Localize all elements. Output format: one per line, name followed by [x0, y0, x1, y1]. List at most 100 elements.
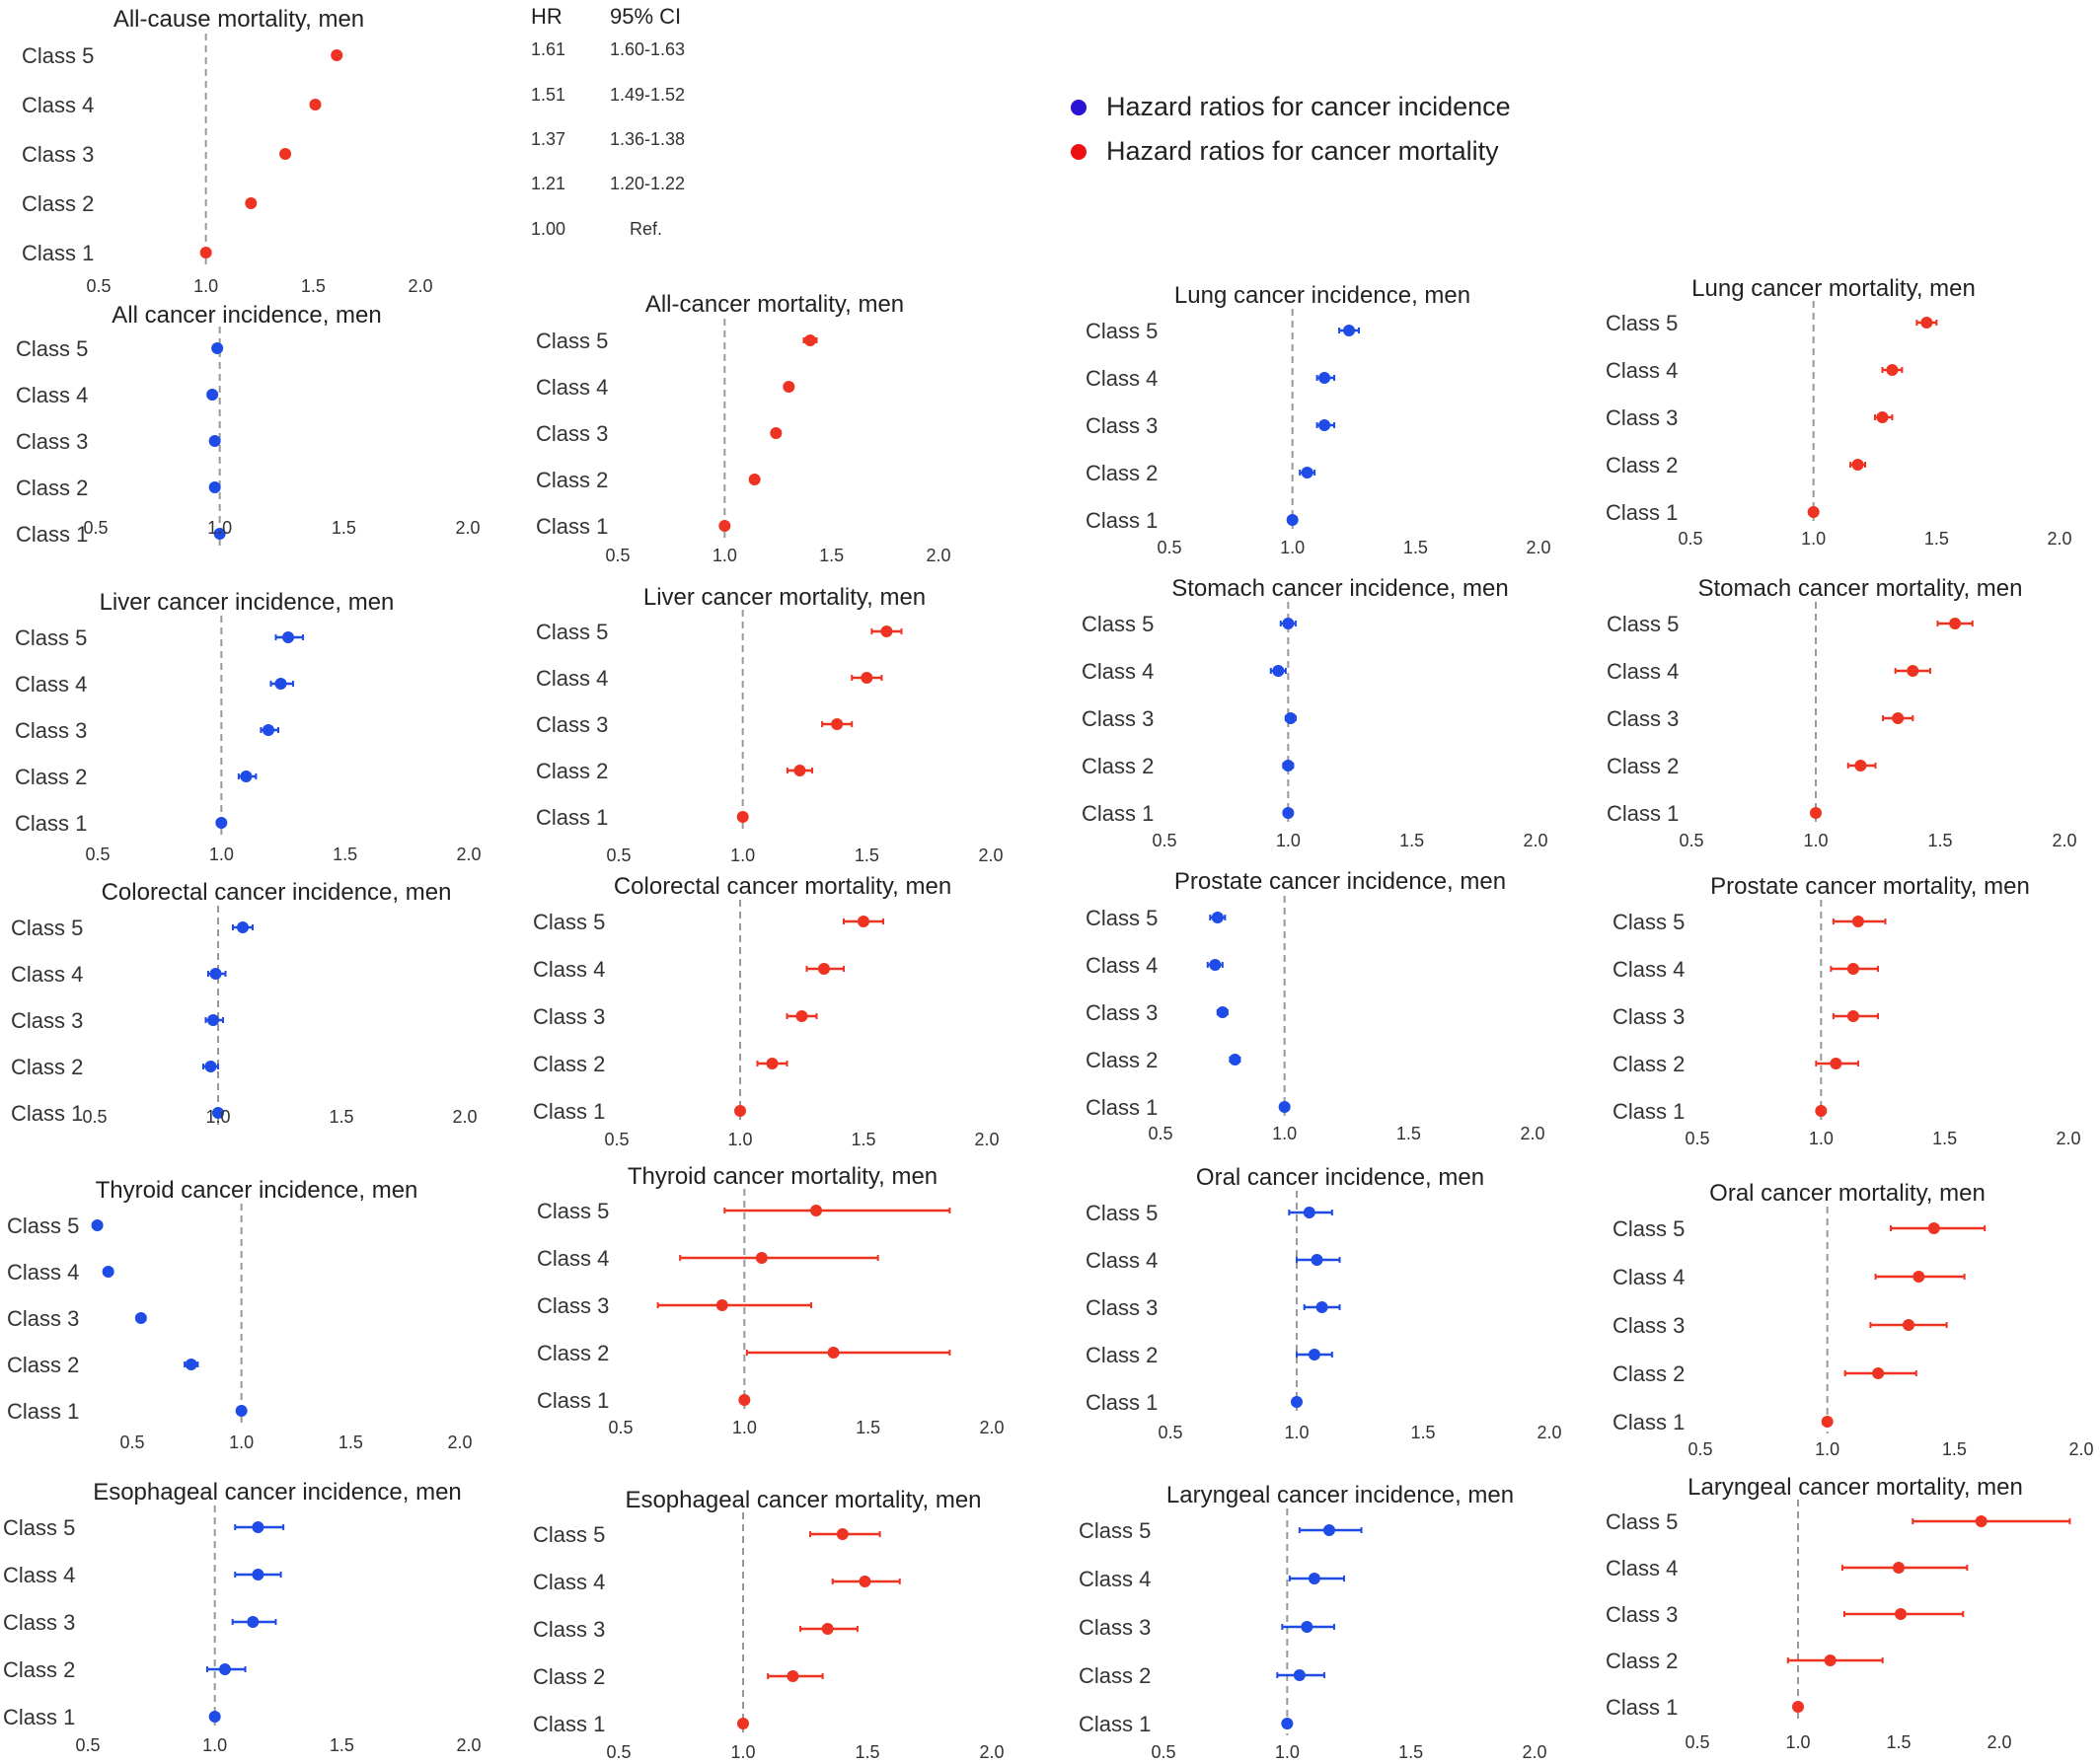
hr-point	[245, 197, 258, 209]
class-label: Class 4	[1086, 1248, 1158, 1273]
hr-point	[199, 247, 212, 258]
panel-title: Lung cancer incidence, men	[1174, 282, 1470, 309]
class-label: Class 2	[15, 765, 87, 789]
hr-point	[1282, 618, 1295, 629]
forest-plot: Liver cancer incidence, men Class 5 Class …	[15, 589, 482, 864]
class-label: Class 5	[16, 336, 88, 361]
hr-point	[274, 678, 287, 690]
tick-label: 2.0	[456, 845, 481, 864]
hr-point	[282, 631, 295, 643]
hr-point	[1851, 916, 1864, 927]
class-label: Class 1	[11, 1101, 83, 1126]
class-label: Class 4	[1612, 1265, 1685, 1289]
tick-label: 1.0	[1272, 1124, 1297, 1143]
hr-point	[208, 481, 221, 493]
tick-label: 1.0	[727, 1130, 752, 1149]
hr-point	[1903, 1319, 1915, 1331]
hr-value: 1.61	[531, 39, 566, 59]
tick-label: 1.5	[333, 845, 357, 864]
panel-title: Thyroid cancer mortality, men	[628, 1163, 938, 1190]
hr-point	[1303, 1207, 1315, 1218]
panel-title: Stomach cancer mortality, men	[1697, 575, 2022, 602]
tick-label: 1.5	[1942, 1439, 1967, 1459]
class-label: Class 2	[1082, 754, 1154, 778]
hr-point	[1949, 618, 1962, 629]
tick-label: 0.5	[606, 845, 631, 865]
tick-label: 0.5	[119, 1433, 144, 1452]
hr-point	[1892, 712, 1905, 724]
panel-title: Lung cancer mortality, men	[1691, 275, 1976, 302]
class-label: Class 2	[1086, 1048, 1158, 1072]
tick-label: 1.0	[205, 1107, 230, 1127]
legend-item-mortality: Hazard ratios for cancer mortality	[1071, 129, 1511, 174]
tick-label: 2.0	[1523, 831, 1547, 850]
hr-point	[880, 625, 893, 637]
class-label: Class 5	[7, 1213, 79, 1238]
tick-label: 2.0	[979, 1742, 1004, 1762]
class-label: Class 2	[1612, 1361, 1685, 1386]
ci-value: 1.20-1.22	[610, 174, 686, 193]
class-label: Class 1	[22, 241, 94, 265]
tick-label: 1.5	[330, 1735, 354, 1755]
tick-label: 2.0	[1520, 1124, 1544, 1143]
class-label: Class 4	[1607, 659, 1679, 684]
tick-label: 0.5	[1688, 1439, 1712, 1459]
tick-label: 0.5	[606, 1742, 631, 1762]
tick-label: 1.5	[1927, 831, 1952, 850]
forest-plot: Liver cancer mortality, men Class 5 Class …	[536, 584, 1004, 865]
class-label: Class 2	[11, 1055, 83, 1079]
tick-label: 0.5	[1151, 1742, 1175, 1762]
tick-label: 1.5	[1886, 1732, 1911, 1752]
class-label: Class 2	[1612, 1052, 1685, 1076]
hr-point	[218, 1663, 231, 1675]
hr-point	[1322, 1524, 1335, 1536]
forest-plot: Thyroid cancer incidence, men Class 5 Clas…	[7, 1177, 473, 1452]
hr-point	[795, 1010, 808, 1022]
hr-point	[1830, 1058, 1842, 1069]
tick-label: 1.0	[1809, 1129, 1834, 1148]
panel-title: Oral cancer mortality, men	[1709, 1180, 1986, 1207]
tick-label: 0.5	[1152, 831, 1176, 850]
class-label: Class 1	[3, 1705, 75, 1729]
hr-point	[736, 811, 749, 823]
panel-title: Esophageal cancer mortality, men	[625, 1487, 981, 1513]
hr-point	[215, 817, 228, 829]
hr-point	[1846, 963, 1859, 975]
tick-label: 1.5	[851, 1130, 875, 1149]
hr-point	[1315, 1301, 1328, 1313]
tick-label: 0.5	[608, 1418, 633, 1437]
tick-label: 1.0	[229, 1433, 254, 1452]
tick-label: 2.0	[2047, 529, 2071, 549]
hr-point	[1278, 1101, 1291, 1113]
tick-label: 1.0	[1815, 1439, 1839, 1459]
hr-point	[207, 1014, 219, 1026]
forest-plot: Esophageal cancer incidence, men Class 5 C…	[3, 1479, 482, 1755]
tick-label: 1.0	[193, 276, 218, 296]
class-label: Class 5	[1606, 1509, 1678, 1534]
hr-point	[1308, 1349, 1320, 1360]
class-label: Class 3	[1606, 1602, 1678, 1627]
hr-point	[827, 1347, 840, 1359]
hr-point	[1211, 912, 1224, 923]
hr-point	[91, 1219, 104, 1231]
hr-point	[821, 1623, 834, 1635]
tick-label: 1.0	[1275, 1742, 1300, 1762]
tick-label: 0.5	[1685, 1129, 1709, 1148]
tick-label: 1.0	[1801, 529, 1826, 549]
forest-plot: Colorectal cancer incidence, men Class 5 C…	[11, 879, 478, 1127]
class-label: Class 5	[1612, 1216, 1685, 1241]
hr-point	[1272, 665, 1285, 677]
tick-label: 1.0	[730, 1742, 755, 1762]
class-label: Class 5	[11, 916, 83, 940]
hr-point	[1308, 1573, 1320, 1584]
class-label: Class 5	[15, 625, 87, 650]
forest-plot: Prostate cancer incidence, men Class 5 Cla…	[1086, 868, 1545, 1143]
class-label: Class 3	[16, 429, 88, 454]
tick-label: 0.5	[1148, 1124, 1172, 1143]
hr-point	[1311, 1254, 1323, 1266]
class-label: Class 2	[536, 468, 608, 492]
hr-value: 1.51	[531, 85, 566, 105]
class-label: Class 1	[1079, 1712, 1151, 1736]
class-label: Class 2	[1606, 1649, 1678, 1673]
hr-point	[237, 921, 249, 933]
